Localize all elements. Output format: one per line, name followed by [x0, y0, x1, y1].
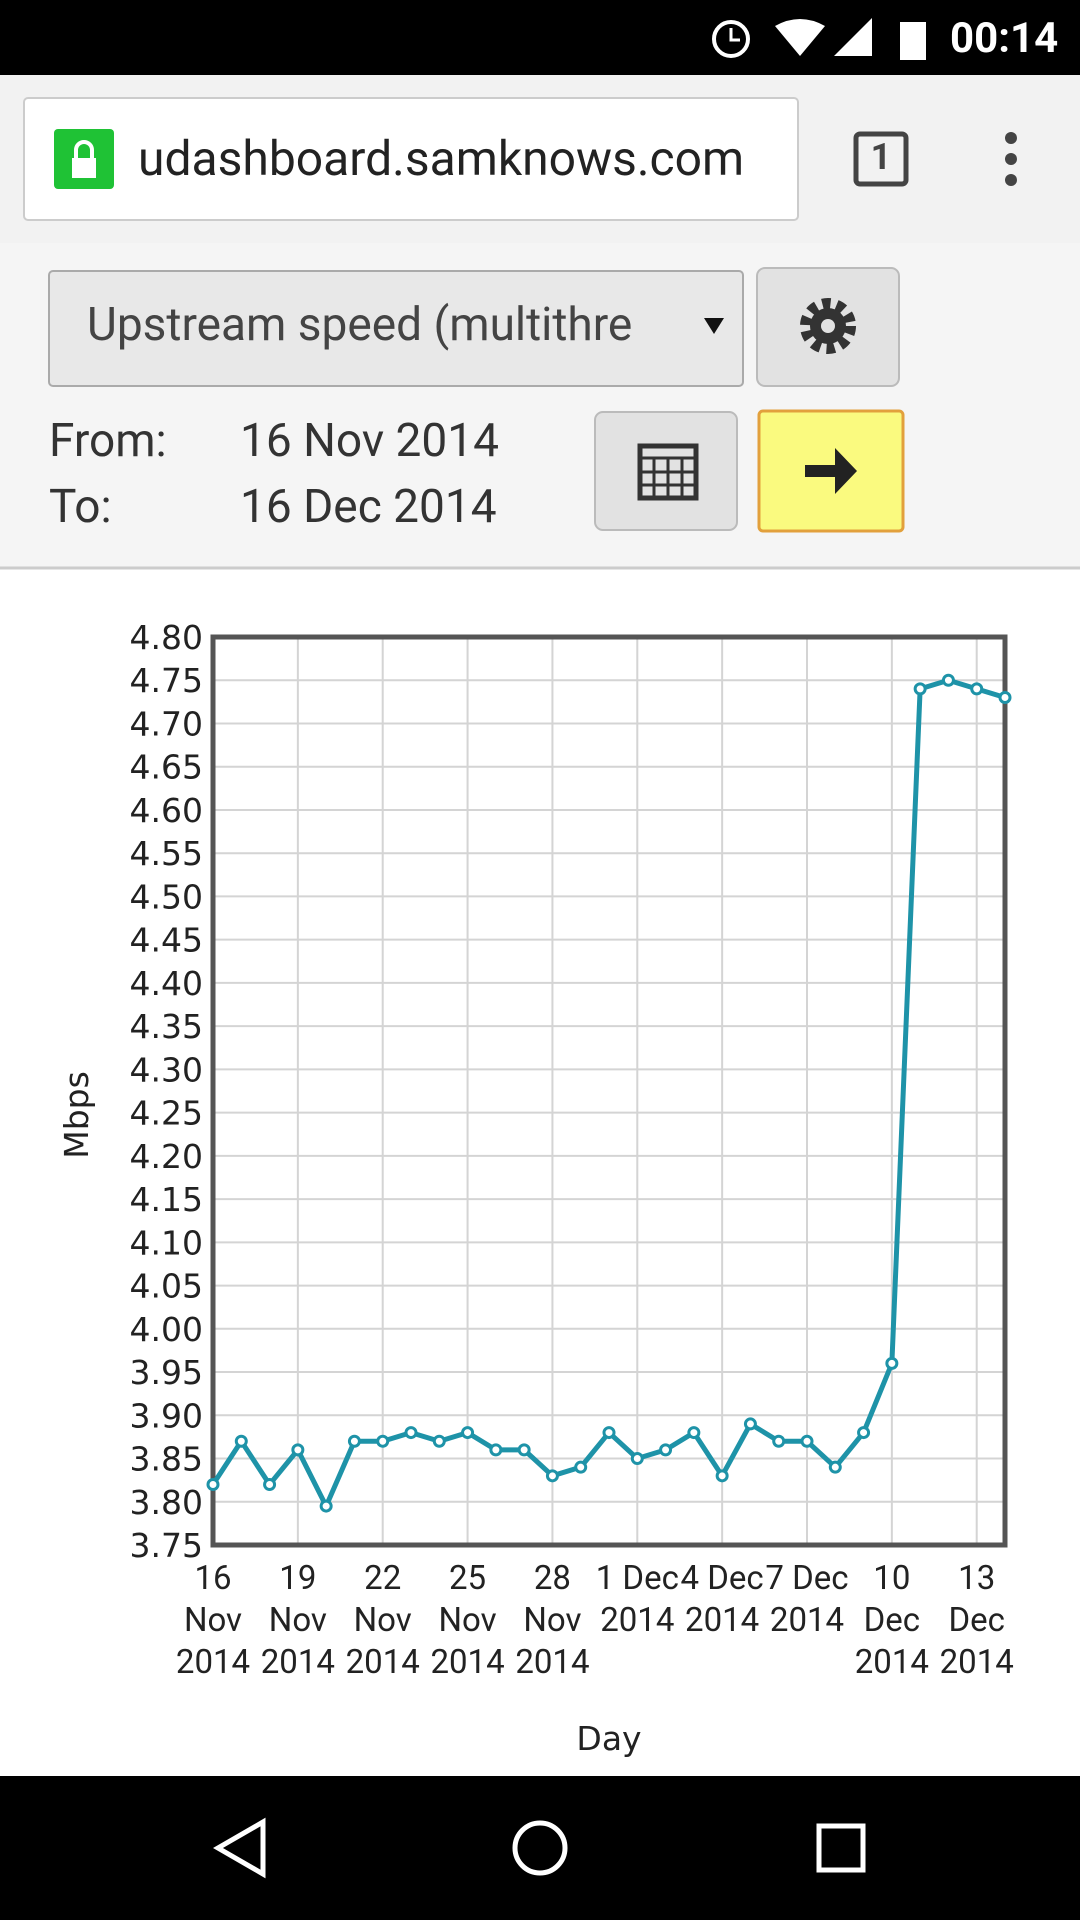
- to-date: 16 Dec 2014: [240, 480, 497, 534]
- data-line: [210, 677, 1006, 1509]
- calendar-grid: [640, 456, 696, 498]
- y-tick-label: 4.75: [130, 661, 203, 700]
- y-tick-label: 4.00: [130, 1310, 203, 1349]
- from-date: 16 Nov 2014: [240, 414, 499, 468]
- data-point: [263, 1477, 277, 1491]
- menu-button[interactable]: [1005, 132, 1017, 186]
- x-tick-label: 1 Dec 2014: [595, 1559, 679, 1640]
- tab-count: 1: [870, 136, 892, 178]
- back-button[interactable]: [213, 1817, 266, 1879]
- data-point: [545, 1469, 559, 1483]
- x-tick-label: 19 Nov 2014: [260, 1559, 335, 1682]
- url-box[interactable]: [23, 97, 799, 221]
- y-tick-label: 4.55: [130, 834, 203, 873]
- x-tick-label: 13 Dec 2014: [939, 1559, 1014, 1682]
- data-point: [885, 1356, 899, 1370]
- data-point: [206, 1477, 220, 1491]
- y-tick-label: 3.95: [130, 1353, 203, 1392]
- data-point: [319, 1499, 333, 1513]
- data-point: [998, 691, 1012, 705]
- from-label: From:: [49, 414, 167, 468]
- data-point: [800, 1434, 814, 1448]
- y-tick-label: 4.10: [130, 1223, 203, 1262]
- data-point: [630, 1452, 644, 1466]
- to-label: To:: [49, 480, 112, 534]
- y-tick-label: 4.80: [130, 618, 203, 657]
- x-tick-label: 4 Dec 2014: [680, 1559, 764, 1640]
- data-point: [376, 1434, 390, 1448]
- recents-button[interactable]: [816, 1823, 866, 1873]
- y-tick-label: 4.40: [130, 964, 203, 1003]
- lock-body: [72, 158, 96, 178]
- chart: 3.75 3.80 3.85 3.90 3.95 4.00 4.05 4.10 4.15 4.20…: [57, 618, 1012, 1758]
- y-tick-label: 3.75: [130, 1526, 203, 1565]
- data-point: [772, 1434, 786, 1448]
- data-point: [743, 1417, 757, 1431]
- status-icons: [712, 18, 926, 60]
- y-tick-label: 4.60: [130, 791, 203, 830]
- x-tick-label: 10 Dec 2014: [854, 1559, 929, 1682]
- arrow-icon: [805, 448, 857, 494]
- x-axis-label: Day: [576, 1719, 641, 1758]
- y-tick-label: 3.90: [130, 1396, 203, 1435]
- lock-shackle: [74, 140, 94, 158]
- data-point: [291, 1443, 305, 1457]
- data-point: [517, 1443, 531, 1457]
- data-point: [687, 1426, 701, 1440]
- nav-bar: [0, 1776, 1080, 1920]
- data-point: [828, 1460, 842, 1474]
- x-tick-label: 22 Nov 2014: [345, 1559, 420, 1682]
- y-tick-label: 3.80: [130, 1483, 203, 1522]
- y-tick-label: 4.30: [130, 1050, 203, 1089]
- y-axis-label: Mbps: [57, 1071, 96, 1159]
- data-point: [857, 1426, 871, 1440]
- data-point: [404, 1426, 418, 1440]
- data-point: [913, 682, 927, 696]
- y-tick-label: 4.45: [130, 921, 203, 960]
- data-point: [941, 673, 955, 687]
- metric-text: Upstream speed (multithre: [87, 298, 633, 352]
- home-button[interactable]: [512, 1820, 568, 1876]
- y-tick-label: 4.35: [130, 1007, 203, 1046]
- data-point: [489, 1443, 503, 1457]
- dropdown-arrow: [704, 318, 724, 334]
- tab-button[interactable]: [853, 131, 909, 187]
- x-tick-label: 28 Nov 2014: [515, 1559, 590, 1682]
- y-tick-label: 3.85: [130, 1440, 203, 1479]
- y-tick-label: 4.05: [130, 1267, 203, 1306]
- plot-frame: [210, 634, 1008, 1548]
- gear-teeth: [800, 298, 856, 354]
- y-tick-label: 4.70: [130, 704, 203, 743]
- data-point: [715, 1469, 729, 1483]
- clock: 00:14: [950, 14, 1059, 63]
- x-tick-label: 25 Nov 2014: [430, 1559, 505, 1682]
- y-tick-label: 4.15: [130, 1180, 203, 1219]
- data-point: [234, 1434, 248, 1448]
- x-tick-label: 7 Dec 2014: [765, 1559, 849, 1640]
- data-point: [659, 1443, 673, 1457]
- metric-select[interactable]: [48, 270, 744, 387]
- data-point: [574, 1460, 588, 1474]
- x-tick-label: 16 Nov 2014: [175, 1559, 251, 1682]
- y-tick-label: 4.20: [130, 1137, 203, 1176]
- y-tick-label: 4.65: [130, 748, 203, 787]
- gear-hole: [821, 319, 835, 333]
- data-point: [347, 1434, 361, 1448]
- data-point: [461, 1426, 475, 1440]
- y-tick-label: 4.50: [130, 877, 203, 916]
- data-point: [432, 1434, 446, 1448]
- url-text[interactable]: udashboard.samknows.com: [138, 130, 745, 187]
- data-point: [970, 682, 984, 696]
- y-tick-label: 4.25: [130, 1094, 203, 1133]
- data-point: [602, 1426, 616, 1440]
